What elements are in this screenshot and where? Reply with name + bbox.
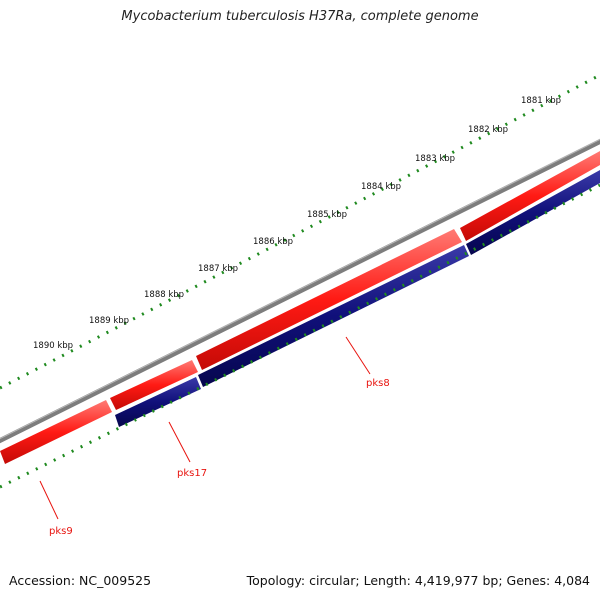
leader-pks17 [168, 421, 191, 463]
scale-tick-labels: 1881 kbp 1882 kbp 1883 kbp 1884 kbp 1885… [33, 96, 561, 351]
tick-label-1882: 1882 kbp [468, 125, 508, 135]
tick-label-1888: 1888 kbp [144, 290, 184, 300]
backbone-line [0, 138, 600, 444]
outer-tick-track [0, 73, 600, 390]
tick-label-1887: 1887 kbp [198, 264, 238, 274]
reverse-strand-genes [115, 170, 600, 427]
forward-strand-genes [0, 151, 600, 464]
genome-summary-text: Topology: circular; Length: 4,419,977 bp… [246, 573, 590, 588]
tick-label-1884: 1884 kbp [361, 182, 401, 192]
gene-pks17-forward[interactable] [110, 360, 198, 410]
leader-pks9 [39, 480, 59, 520]
gene-label-pks9: pks9 [49, 526, 73, 537]
gene-pks8-forward[interactable] [196, 229, 462, 370]
backbone-highlight [0, 138, 600, 440]
tick-label-1881: 1881 kbp [521, 96, 561, 106]
tick-label-1885: 1885 kbp [307, 210, 347, 220]
accession-text: Accession: NC_009525 [9, 573, 152, 588]
tick-label-1886: 1886 kbp [253, 237, 293, 247]
gene-pks9-forward[interactable] [0, 400, 112, 464]
tick-label-1889: 1889 kbp [89, 316, 129, 326]
gene-pks17-reverse[interactable] [115, 377, 201, 427]
gene-label-pks17: pks17 [177, 468, 207, 479]
leader-pks8 [345, 336, 371, 375]
gene-next-reverse[interactable] [466, 170, 600, 255]
gene-next-forward[interactable] [460, 151, 600, 241]
tick-label-1890: 1890 kbp [33, 341, 73, 351]
map-title: Mycobacterium tuberculosis H37Ra, comple… [121, 9, 479, 24]
tick-label-1883: 1883 kbp [415, 154, 455, 164]
gene-pks8-reverse[interactable] [198, 245, 469, 387]
gene-label-pks8: pks8 [366, 378, 390, 389]
